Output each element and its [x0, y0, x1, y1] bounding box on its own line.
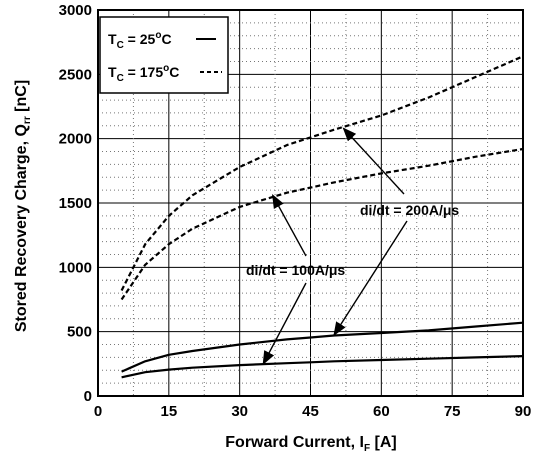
x-tick-label: 60 [373, 403, 390, 420]
y-axis-title: Stored Recovery Charge, Qrr [nC] [13, 80, 33, 332]
tick-labels: 0 15 30 45 60 75 90 0 500 1000 1500 2000 2500 3000 [59, 2, 532, 420]
series-line-3 [120, 147, 524, 301]
arrow-100-to-dashed [272, 194, 307, 257]
y-tick-label: 1500 [59, 195, 92, 212]
y-tick-label: 0 [84, 388, 92, 405]
legend: TC = 25oC TC = 175oC [99, 16, 229, 94]
legend-box [99, 16, 229, 94]
annotation-di-200: di/dt = 200A/μs [360, 202, 459, 218]
legend-entry-1: TC = 175oC [108, 63, 179, 84]
legend-entry-0: TC = 25oC [108, 30, 172, 51]
x-tick-label: 30 [231, 403, 248, 420]
arrow-100-to-solid [262, 282, 307, 366]
annotation-arrows [262, 127, 408, 366]
y-tick-label: 3000 [59, 2, 92, 19]
y-tick-label: 2000 [59, 131, 92, 148]
plot-frame [97, 9, 524, 397]
series-line-0 [121, 321, 524, 373]
x-axis-title: Forward Current, IF [A] [225, 434, 396, 454]
y-tick-label: 500 [67, 324, 92, 341]
arrow-200-to-solid [333, 220, 408, 337]
x-tick-label: 15 [160, 403, 177, 420]
annotation-di-100: di/dt = 100A/μs [246, 262, 345, 278]
arrow-200-to-dashed [342, 127, 405, 195]
y-tick-label: 1000 [59, 259, 92, 276]
x-tick-label: 75 [444, 403, 461, 420]
series-line-1 [121, 355, 524, 379]
x-tick-label: 45 [302, 403, 319, 420]
x-tick-label: 90 [515, 403, 532, 420]
series-line-2 [120, 55, 524, 291]
x-tick-label: 0 [94, 403, 102, 420]
y-tick-label: 2500 [59, 66, 92, 83]
series-layer [120, 55, 524, 379]
